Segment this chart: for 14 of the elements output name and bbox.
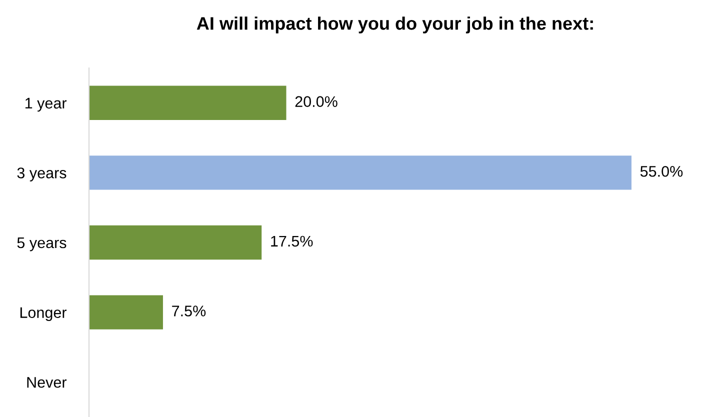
bar	[89, 295, 163, 330]
y-tick-label: 3 years	[17, 168, 66, 182]
y-tick-label: 1 year	[25, 98, 67, 112]
bar	[89, 225, 262, 260]
y-tick-label: Longer	[20, 307, 67, 322]
bar	[89, 156, 632, 190]
y-tick-label: 5 years	[17, 238, 66, 252]
y-tick-label: Never	[27, 377, 67, 388]
bar	[89, 86, 286, 120]
chart-title: AI will impact how you do your job in the next:	[196, 16, 593, 34]
data-label: 7.5%	[172, 306, 206, 316]
data-label: 17.5%	[271, 236, 313, 247]
data-label: 55.0%	[640, 166, 683, 177]
data-label: 20.0%	[295, 96, 338, 107]
